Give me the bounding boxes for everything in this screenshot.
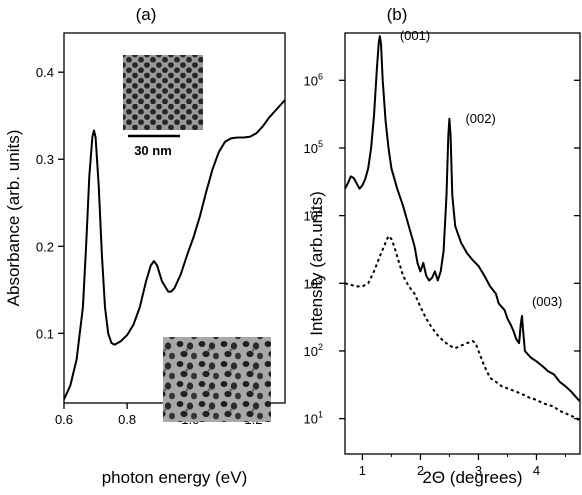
ytick-label: 105 bbox=[304, 139, 323, 156]
xtick-label: 1 bbox=[359, 463, 366, 478]
tem-inset-disordered bbox=[163, 337, 271, 422]
panel-b-xlabel: 2Θ (degrees) bbox=[422, 468, 522, 487]
absorbance-series-line bbox=[63, 99, 286, 400]
tem-inset-ordered bbox=[123, 55, 203, 130]
peak-annotations: (001) (002) (003) bbox=[400, 28, 563, 309]
ytick-label: 101 bbox=[304, 410, 323, 427]
panel-b-label: (b) bbox=[387, 5, 408, 24]
xtick-label: 0.8 bbox=[118, 412, 136, 427]
ytick-label: 0.1 bbox=[36, 326, 54, 341]
ytick-label: 106 bbox=[304, 71, 323, 88]
peak-label: (003) bbox=[532, 294, 562, 309]
scale-bar-label: 30 nm bbox=[134, 143, 172, 158]
panel-a-ylabel: Absorbance (arb. units) bbox=[4, 130, 23, 307]
xtick-label: 2 bbox=[417, 463, 424, 478]
panel-a-xlabel: photon energy (eV) bbox=[102, 468, 248, 487]
xtick-label: 4 bbox=[533, 463, 540, 478]
ytick-label: 0.3 bbox=[36, 152, 54, 167]
panel-b-ylabel: Intensity (arb.units) bbox=[307, 191, 326, 336]
xtick-label: 0.6 bbox=[55, 412, 73, 427]
panel-a-label: (a) bbox=[136, 5, 157, 24]
xtick-label: 3 bbox=[475, 463, 482, 478]
ytick-label: 0.2 bbox=[36, 239, 54, 254]
intensity-series-solid-line bbox=[344, 35, 581, 402]
panel-b-frame bbox=[344, 32, 581, 455]
ytick-label: 102 bbox=[304, 342, 323, 359]
peak-label: (002) bbox=[465, 111, 495, 126]
panel-a: (a) 0.60.81.01.20.10.20.30.4 photon ener… bbox=[4, 5, 286, 487]
peak-label: (001) bbox=[400, 28, 430, 43]
ytick-label: 0.4 bbox=[36, 65, 54, 80]
intensity-series-dashed-line bbox=[344, 234, 581, 423]
